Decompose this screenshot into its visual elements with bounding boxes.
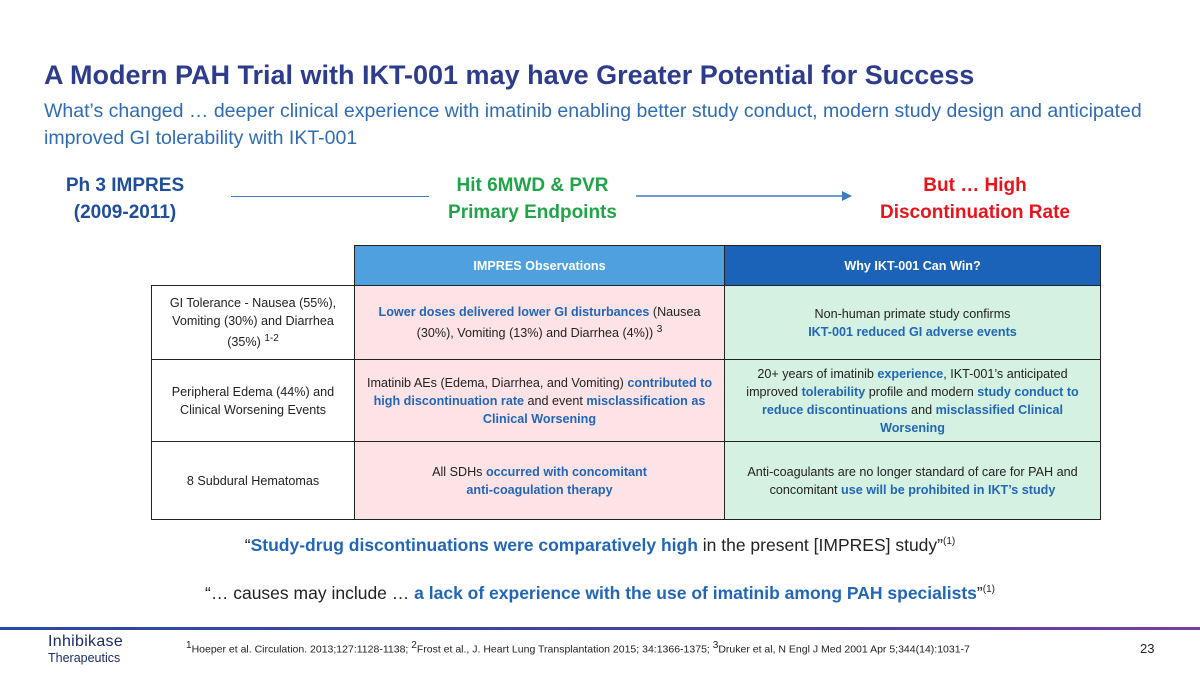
why-text: , IKT-001’s anticipated improved [746,366,1068,399]
footer-divider [0,627,1200,630]
quote-open: “ [244,535,251,555]
why-highlight: tolerability [801,384,866,399]
quote-highlight: Study-drug discontinuations were compara… [250,535,698,555]
observation-highlight: occurred with concomitant [485,464,647,479]
slide-title: A Modern PAH Trial with IKT-001 may have… [44,60,975,90]
table-row-edema: Peripheral Edema (44%) and Clinical Wors… [151,359,1101,442]
ref-sup: 1 [186,640,192,651]
quote-discontinuations: “Study-drug discontinuations were compar… [0,535,1200,556]
flow-connector-line [231,196,429,197]
observation-edema: Imatinib AEs (Edema, Diarrhea, and Vomit… [354,359,725,442]
table-row-gi-tolerance: GI Tolerance - Nausea (55%), Vomiting (3… [151,285,1101,360]
quote-close: ” [976,583,983,603]
flow-step-endpoints: Hit 6MWD & PVR Primary Endpoints [430,172,635,226]
company-logo: Inhibikase [48,633,124,650]
observation-highlight: anti-coagulation therapy [466,482,613,497]
table-header-blank [151,245,355,286]
flow-step-endpoints-line1: Hit 6MWD & PVR [456,175,609,196]
header-why-ikt-001: Why IKT-001 Can Win? [724,245,1101,286]
quote-sup: (1) [982,584,995,596]
observation-text: All SDHs [432,464,486,479]
flow-step-impres-line1: Ph 3 IMPRES [65,175,185,196]
quote-text: in the present [IMPRES] study” [697,535,943,555]
flow-step-impres-line2: (2009-2011) [73,202,177,223]
why-hematomas: Anti-coagulants are no longer standard o… [724,441,1101,520]
footnote-references: 1Hoeper et al. Circulation. 2013;127:112… [186,640,970,656]
comparison-table: IMPRES Observations Why IKT-001 Can Win?… [151,245,1101,520]
quote-text: “… causes may include … [205,583,415,603]
row-label-gi-tolerance: GI Tolerance - Nausea (55%), Vomiting (3… [151,285,355,360]
why-highlight: experience [877,366,944,381]
flow-step-discontinuation-line1: But … High [923,175,1027,196]
observation-highlight: Lower doses delivered lower GI disturban… [378,304,650,319]
why-text: profile and modern [865,384,978,399]
observation-highlight: contributed to high discontinuation rate [373,375,713,408]
ref-text: Druker et al, N Engl J Med 2001 Apr 5;34… [718,643,970,656]
observation-highlight: misclassification as Clinical Worsening [482,393,706,426]
quote-highlight: a lack of experience with the use of ima… [414,583,977,603]
table-row-hematomas: 8 Subdural Hematomas All SDHs occurred w… [151,441,1101,520]
table-header-row: IMPRES Observations Why IKT-001 Can Win? [151,245,1101,286]
observation-text: and event [524,393,587,408]
observation-hematomas: All SDHs occurred with concomitant anti-c… [354,441,725,520]
observation-sup: 3 [656,323,663,335]
why-text: Non-human primate study confirms [814,306,1011,321]
slide-subtitle: What’s changed … deeper clinical experie… [44,100,1142,149]
flow-step-discontinuation-line2: Discontinuation Rate [879,202,1070,223]
observation-gi: Lower doses delivered lower GI disturban… [354,285,725,360]
why-highlight: use will be prohibited in IKT’s study [841,482,1056,497]
quote-sup: (1) [943,536,956,548]
ref-text: Frost et al., J. Heart Lung Transplantat… [416,643,713,656]
observation-text: (Nausea (30%), Vomiting (13%) and Diarrh… [416,304,701,341]
row-label-edema: Peripheral Edema (44%) and Clinical Wors… [151,359,355,442]
row-label-sup: 1-2 [264,332,279,344]
flow-arrow-icon [636,191,852,201]
why-text: Anti-coagulants are no longer standard o… [747,464,1078,497]
ref-sup: 3 [712,640,719,651]
why-highlight: misclassified Clinical Worsening [880,402,1063,435]
ref-text: Hoeper et al. Circulation. 2013;127:1128… [191,643,412,656]
quote-causes: “… causes may include … a lack of experi… [0,583,1200,604]
observation-text: Imatinib AEs (Edema, Diarrhea, and Vomit… [366,375,628,390]
why-text: 20+ years of imatinib [757,366,878,381]
why-highlight: IKT-001 reduced GI adverse events [808,324,1017,339]
flow-step-endpoints-line2: Primary Endpoints [448,202,617,223]
row-label-text: GI Tolerance - Nausea (55%), Vomiting (3… [169,295,337,350]
why-highlight: study conduct to reduce discontinuations [762,384,1079,417]
page-number: 23 [1140,641,1155,656]
flow-step-discontinuation: But … High Discontinuation Rate [860,172,1090,226]
ref-sup: 2 [411,640,417,651]
why-gi: Non-human primate study confirms IKT-001 … [724,285,1101,360]
why-text: and [907,402,936,417]
why-edema: 20+ years of imatinib experience, IKT-00… [724,359,1101,442]
flow-step-impres: Ph 3 IMPRES (2009-2011) [40,172,210,226]
row-label-hematomas: 8 Subdural Hematomas [151,441,355,520]
company-logo-subtitle: Therapeutics [48,651,121,665]
header-impres-observations: IMPRES Observations [354,245,725,286]
